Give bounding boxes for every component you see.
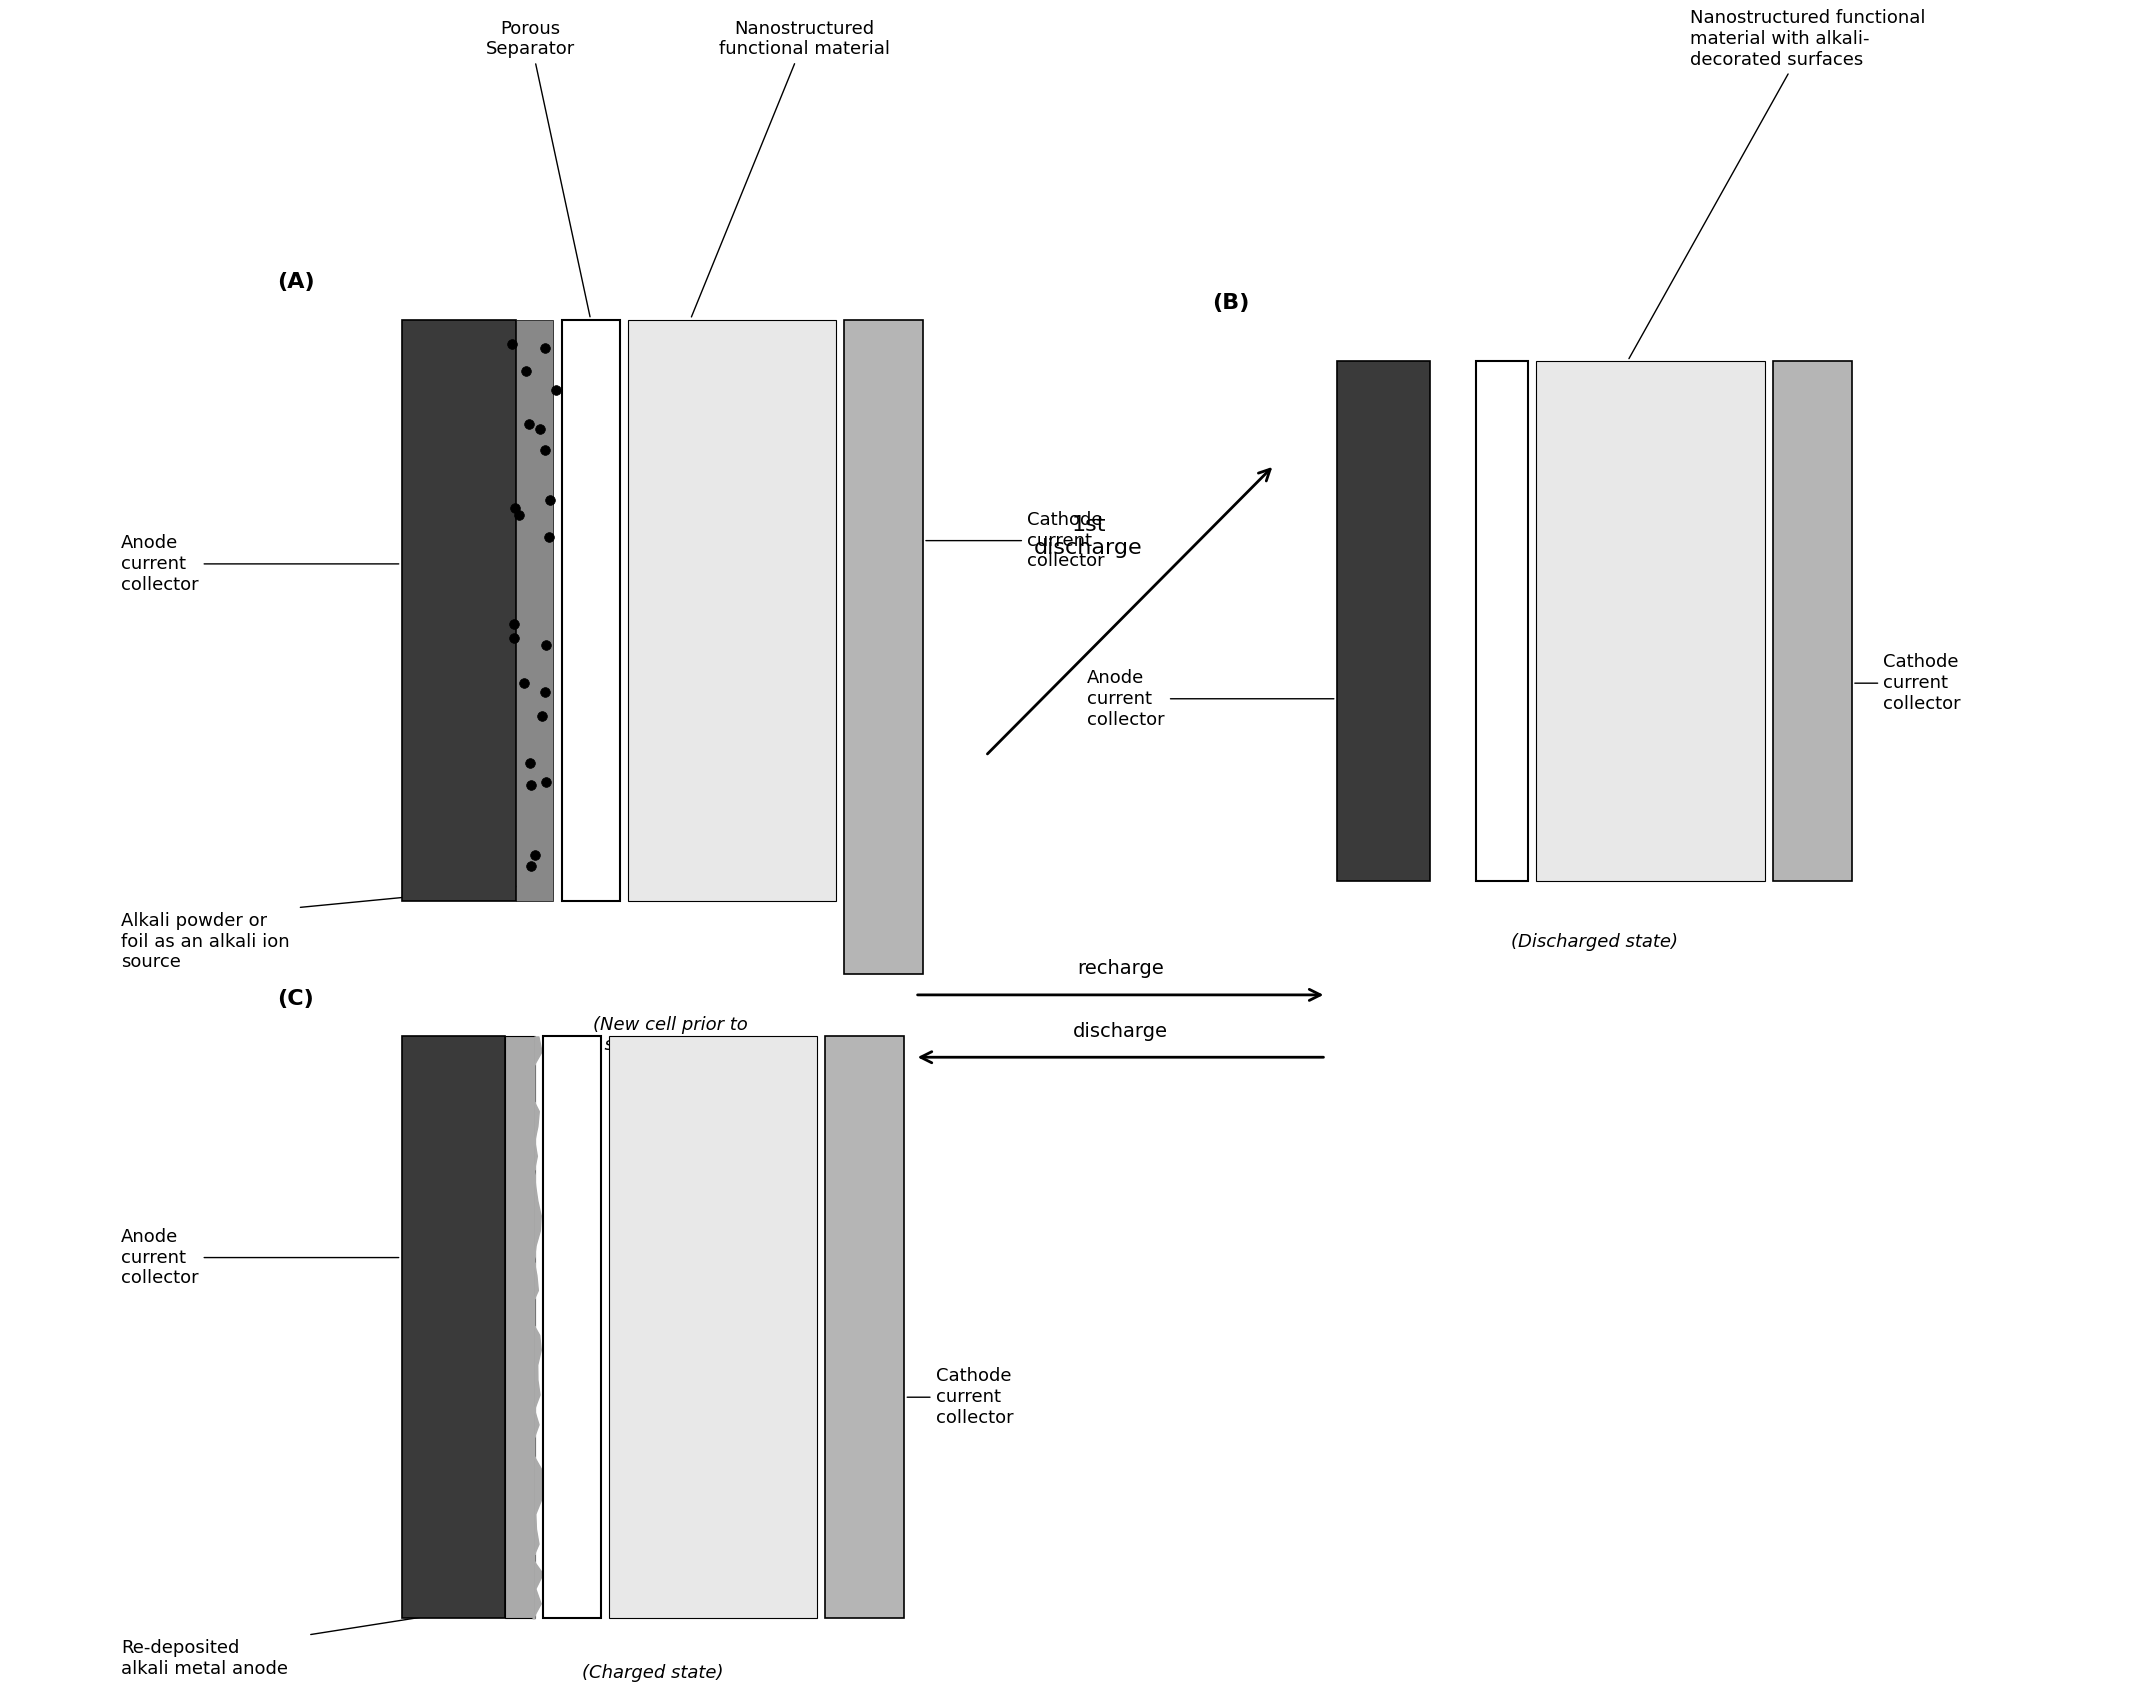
Bar [1476,362,1527,881]
Text: (New cell prior to
1st discharge): (New cell prior to 1st discharge) [593,1015,747,1054]
Text: 1st
discharge: 1st discharge [1035,514,1143,559]
Bar [401,1036,506,1618]
Bar [845,319,924,975]
Text: Cathode
current
collector: Cathode current collector [1856,654,1960,713]
Text: Nanostructured functional
material with alkali-
decorated surfaces: Nanostructured functional material with … [1630,8,1926,358]
Text: (Discharged state): (Discharged state) [1510,932,1679,951]
Text: Anode
current
collector: Anode current collector [1088,669,1333,728]
Text: (C): (C) [277,990,314,1009]
Text: Alkali powder or
foil as an alkali ion
source: Alkali powder or foil as an alkali ion s… [122,912,290,971]
Bar [627,319,836,902]
Bar [825,1036,904,1618]
Bar [401,319,516,902]
Text: Cathode
current
collector: Cathode current collector [907,1367,1013,1426]
Bar [542,1036,602,1618]
Text: discharge: discharge [1073,1022,1169,1041]
Text: Anode
current
collector: Anode current collector [122,535,399,594]
Bar [1536,362,1764,881]
Text: Nanostructured
functional material: Nanostructured functional material [691,20,889,318]
Text: (A): (A) [277,272,314,292]
Text: Anode
current
collector: Anode current collector [122,1228,399,1287]
Text: (B): (B) [1212,294,1250,312]
Bar [1337,362,1429,881]
Bar [561,319,621,902]
Text: (Charged state): (Charged state) [582,1664,723,1683]
Bar [610,1036,817,1618]
Text: recharge: recharge [1077,959,1165,978]
Bar [1773,362,1851,881]
Text: Cathode
current
collector: Cathode current collector [926,511,1105,571]
Bar [506,1036,535,1618]
Text: Re-deposited
alkali metal anode: Re-deposited alkali metal anode [122,1639,288,1678]
Text: Porous
Separator: Porous Separator [486,20,591,318]
Bar [516,319,552,902]
